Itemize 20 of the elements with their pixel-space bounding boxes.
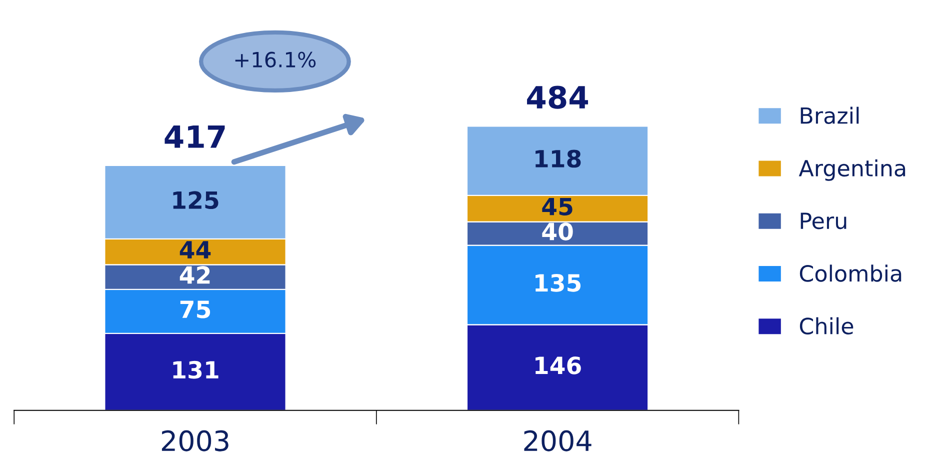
data-label: 135 [536, 274, 581, 292]
data-label: 146 [536, 356, 581, 374]
data-label: 131 [173, 360, 218, 379]
legend-label: Chile [800, 317, 854, 334]
data-label: 42 [180, 266, 210, 284]
x-tick-label: 2004 [524, 430, 592, 452]
data-label: 118 [536, 150, 581, 168]
data-label: 45 [542, 198, 572, 216]
total-label: 417 [164, 125, 225, 148]
legend-label: Brazil [800, 106, 859, 124]
data-label: 75 [180, 300, 210, 318]
data-label: 44 [180, 241, 211, 258]
legend-label: Peru [800, 212, 846, 230]
total-label: 484 [527, 86, 588, 109]
x-tick-label: 2003 [162, 430, 228, 452]
legend-label: Argentina [798, 159, 906, 181]
data-label: 125 [173, 191, 218, 210]
text: +16.1% [235, 52, 316, 68]
data-label: 40 [542, 222, 573, 240]
legend-label: Colombia [800, 264, 902, 282]
